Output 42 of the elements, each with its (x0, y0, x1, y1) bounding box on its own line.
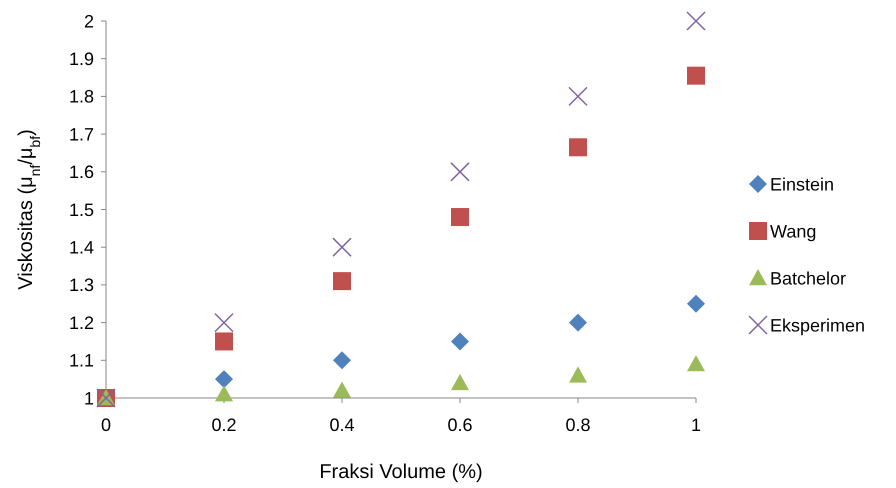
point (333, 351, 351, 370)
legend-label: Einstein (770, 174, 834, 194)
point (451, 374, 469, 390)
y-tick-label: 1.4 (68, 238, 94, 258)
point (569, 366, 587, 383)
point (687, 355, 705, 372)
legend-label: Batchelor (770, 268, 846, 288)
point (215, 385, 233, 402)
x-tick-label: 0.6 (447, 415, 473, 435)
point (333, 381, 351, 398)
x-axis-title: Fraksi Volume (%) (319, 461, 483, 483)
y-tick-label: 2 (84, 11, 94, 32)
y-tick-label: 1.7 (68, 124, 94, 144)
point (569, 314, 587, 332)
legend-label: Wang (770, 221, 816, 242)
y-tick-label: 1.5 (68, 200, 94, 220)
y-tick-label: 1.8 (68, 86, 94, 107)
y-tick-label: 1 (84, 388, 94, 408)
point (687, 294, 705, 313)
y-tick-label: 1.1 (68, 350, 94, 371)
point (568, 86, 588, 106)
point (215, 370, 233, 388)
point (333, 272, 351, 290)
point (451, 208, 469, 226)
point (214, 312, 234, 332)
point (687, 66, 705, 85)
y-tick-label: 1.2 (68, 312, 94, 333)
point (686, 11, 706, 31)
legend-label: Eksperimen (770, 315, 866, 336)
x-tick-label: 0.8 (565, 415, 591, 435)
point (569, 138, 587, 156)
point (451, 332, 469, 350)
point (215, 332, 233, 350)
x-tick-label: 0.4 (329, 415, 355, 435)
y-tick-label: 1.6 (68, 162, 94, 182)
x-tick-label: 0 (100, 415, 112, 435)
x-tick-label: 0.2 (211, 415, 237, 435)
point (332, 237, 352, 257)
point (450, 162, 470, 182)
y-tick-label: 1.9 (68, 49, 94, 69)
y-tick-label: 1.3 (68, 275, 94, 296)
x-tick-label: 1 (690, 415, 702, 435)
